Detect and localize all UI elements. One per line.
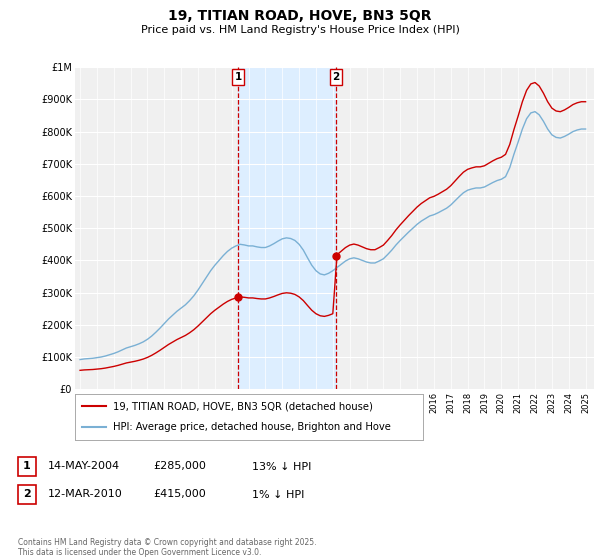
Text: £285,000: £285,000 bbox=[153, 461, 206, 472]
Text: 1: 1 bbox=[23, 461, 31, 472]
Text: 1% ↓ HPI: 1% ↓ HPI bbox=[252, 489, 304, 500]
Text: 13% ↓ HPI: 13% ↓ HPI bbox=[252, 461, 311, 472]
Text: 1: 1 bbox=[235, 72, 242, 82]
Text: 12-MAR-2010: 12-MAR-2010 bbox=[48, 489, 123, 500]
Text: £415,000: £415,000 bbox=[153, 489, 206, 500]
Text: 2: 2 bbox=[23, 489, 31, 500]
Text: 2: 2 bbox=[332, 72, 340, 82]
Text: 14-MAY-2004: 14-MAY-2004 bbox=[48, 461, 120, 472]
Text: Price paid vs. HM Land Registry's House Price Index (HPI): Price paid vs. HM Land Registry's House … bbox=[140, 25, 460, 35]
Text: HPI: Average price, detached house, Brighton and Hove: HPI: Average price, detached house, Brig… bbox=[113, 422, 391, 432]
Bar bbox=[238, 67, 336, 389]
Text: 19, TITIAN ROAD, HOVE, BN3 5QR: 19, TITIAN ROAD, HOVE, BN3 5QR bbox=[168, 9, 432, 23]
Text: 19, TITIAN ROAD, HOVE, BN3 5QR (detached house): 19, TITIAN ROAD, HOVE, BN3 5QR (detached… bbox=[113, 401, 373, 411]
Text: Contains HM Land Registry data © Crown copyright and database right 2025.
This d: Contains HM Land Registry data © Crown c… bbox=[18, 538, 317, 557]
